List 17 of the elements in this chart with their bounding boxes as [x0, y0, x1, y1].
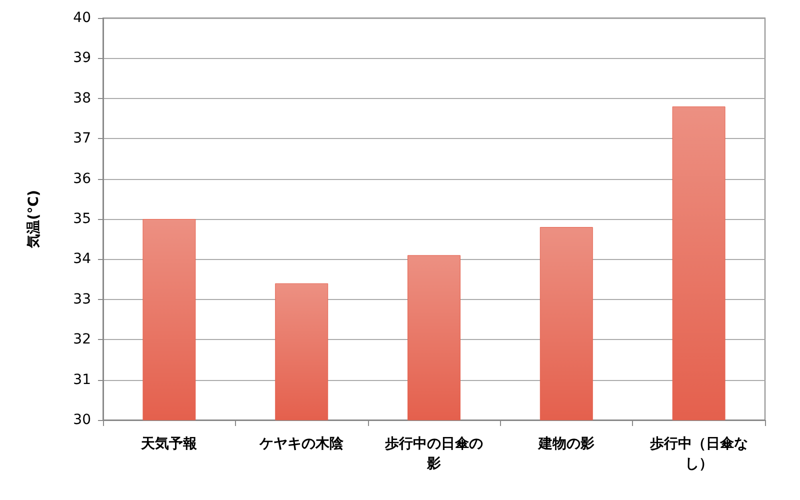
- y-axis-title: 気温(°C): [26, 190, 42, 250]
- y-tick-label: 32: [73, 332, 91, 348]
- y-tick-label: 39: [73, 50, 91, 66]
- y-tick-label: 30: [73, 412, 91, 428]
- y-tick-label: 36: [73, 170, 92, 187]
- y-tick-label: 38: [73, 90, 91, 106]
- x-tick-label: ケヤキの木陰: [258, 436, 345, 452]
- y-tick-label: 33: [73, 291, 91, 308]
- y-tick-label: 40: [73, 10, 91, 26]
- x-tick-label: 歩行中（日傘なし）: [648, 436, 748, 472]
- x-tick-label: 建物の影: [537, 436, 594, 452]
- y-tick-label: 31: [73, 372, 91, 388]
- y-tick-label: 35: [73, 211, 91, 227]
- x-tick-label: 歩行中の日傘の影: [384, 436, 483, 472]
- y-tick-label: 37: [73, 130, 91, 147]
- x-tick-label: 天気予報: [140, 436, 198, 452]
- y-tick-label: 34: [73, 251, 92, 268]
